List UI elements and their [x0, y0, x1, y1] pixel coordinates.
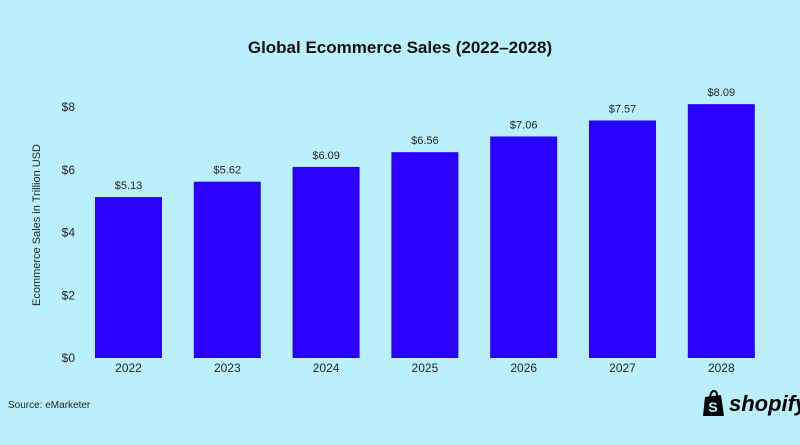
- bar-2023: [193, 181, 261, 358]
- source-note: Source: eMarketer: [8, 400, 91, 411]
- y-tick-label: $0: [62, 351, 76, 365]
- data-label: $5.13: [115, 180, 143, 192]
- bar-2022: [95, 197, 162, 358]
- y-tick-label: $8: [62, 100, 76, 114]
- bar-2028: [687, 104, 755, 359]
- svg-text:S: S: [708, 399, 717, 415]
- data-label: $6.56: [411, 135, 439, 147]
- data-label: $7.06: [510, 119, 538, 131]
- x-tick-label: 2024: [313, 361, 340, 375]
- data-label: $6.09: [312, 150, 340, 162]
- data-label: $5.62: [214, 165, 242, 177]
- shopify-bag-icon: S: [703, 390, 724, 416]
- bar-2026: [490, 136, 558, 358]
- x-tick-label: 2025: [412, 361, 439, 375]
- bar-2024: [292, 166, 360, 358]
- bar-2027: [589, 120, 656, 359]
- chart-title: Global Ecommerce Sales (2022–2028): [247, 38, 553, 57]
- x-tick-label: 2023: [214, 361, 241, 375]
- y-tick-label: $6: [62, 163, 76, 177]
- x-tick-label: 2027: [609, 361, 636, 375]
- x-tick-label: 2022: [115, 361, 142, 375]
- y-tick-label: $4: [62, 226, 76, 240]
- x-tick-label: 2026: [510, 361, 537, 375]
- data-label: $7.57: [609, 103, 637, 115]
- bar-2025: [391, 152, 459, 358]
- shopify-logo: S shopify: [702, 390, 800, 418]
- x-tick-label: 2028: [708, 361, 735, 375]
- data-label: $8.09: [708, 87, 736, 99]
- y-tick-label: $2: [62, 288, 76, 302]
- logo-text: shopify: [729, 391, 800, 416]
